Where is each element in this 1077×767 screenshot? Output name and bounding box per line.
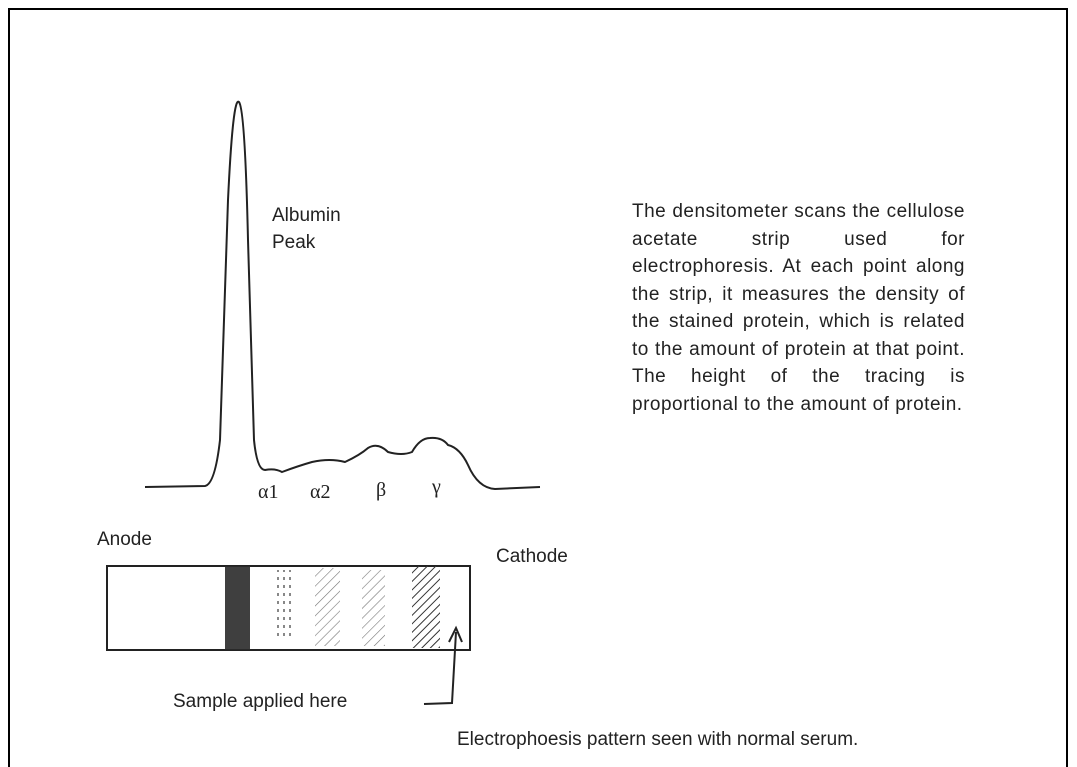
anode-label: Anode: [97, 529, 152, 550]
caption: Electrophoesis pattern seen with normal …: [457, 729, 858, 750]
alpha1-band: [275, 570, 292, 640]
alpha2-band: [315, 568, 340, 646]
fraction-label: β: [376, 479, 386, 501]
densitometer-trace: [144, 100, 541, 491]
gamma-band: [412, 566, 440, 648]
cathode-label: Cathode: [496, 546, 568, 567]
arrow-head: [448, 625, 463, 643]
acetate-strip: [106, 565, 471, 651]
sample-arrow: [423, 631, 457, 705]
peak-label: Albumin: [272, 205, 341, 226]
peak-label: Peak: [272, 232, 316, 253]
albumin-band: [225, 566, 250, 650]
description: The densitometer scans the cellulose ace…: [632, 201, 965, 415]
frame: [8, 8, 1068, 767]
fraction-label: γ: [431, 476, 441, 498]
sample-label: Sample applied here: [173, 691, 347, 712]
fraction-label: α1: [258, 481, 278, 503]
fraction-label: α2: [310, 481, 330, 503]
beta-band: [362, 570, 385, 646]
